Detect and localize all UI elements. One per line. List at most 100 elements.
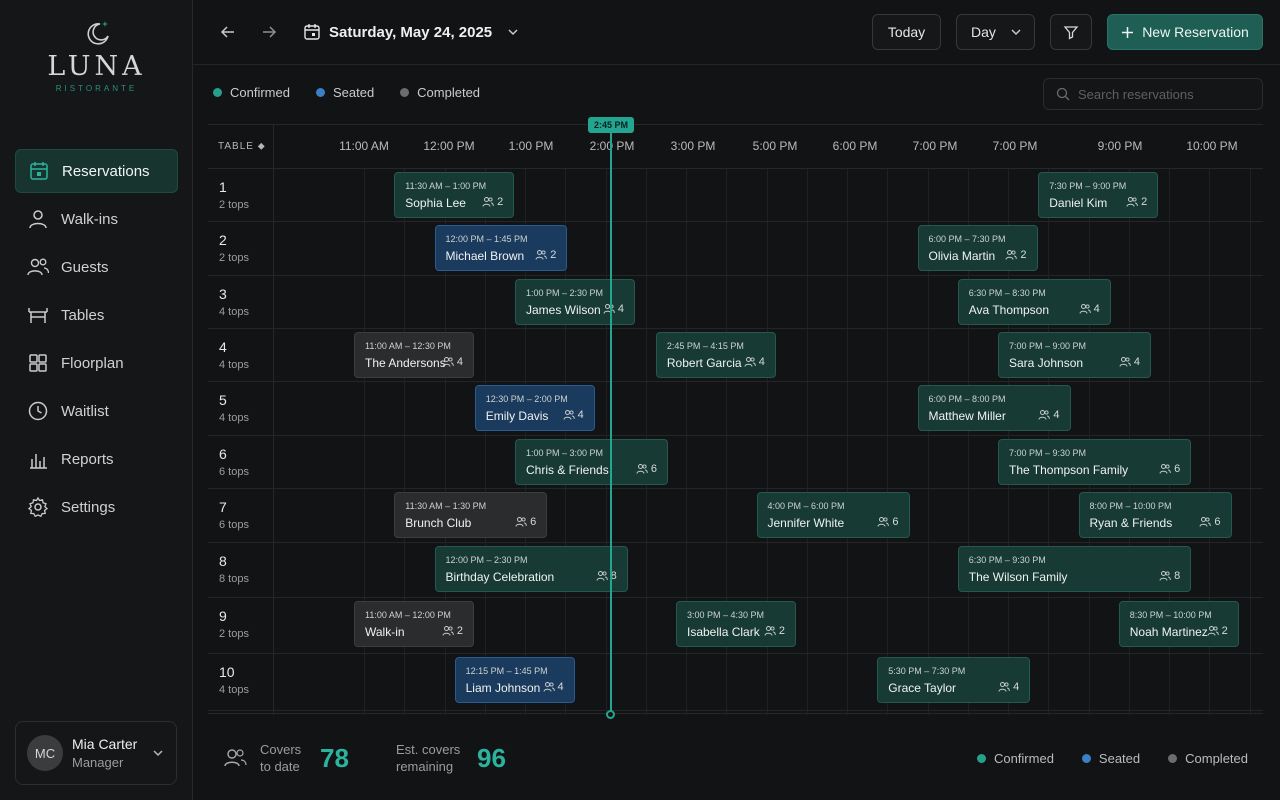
sidebar-item-settings[interactable]: Settings xyxy=(15,485,178,529)
reservation-block[interactable]: 11:00 AM – 12:00 PM Walk-in 2 xyxy=(354,601,474,647)
reservation-block[interactable]: 12:15 PM – 1:45 PM Liam Johnson 4 xyxy=(454,657,575,703)
reservation-block[interactable]: 4:00 PM – 6:00 PM Jennifer White 6 xyxy=(756,492,910,538)
reservation-block[interactable]: 1:00 PM – 3:00 PM Chris & Friends 6 xyxy=(515,439,668,485)
party-size-value: 8 xyxy=(1174,570,1181,582)
table-capacity: 4 tops xyxy=(219,412,249,424)
reservation-block[interactable]: 1:00 PM – 2:30 PM James Wilson 4 xyxy=(515,279,635,325)
reservation-block[interactable]: 2:45 PM – 4:15 PM Robert Garcia 4 xyxy=(655,332,776,378)
search-input[interactable] xyxy=(1078,86,1248,102)
reservation-timeline: TABLE ⬥ 11:00 AM 12:00 PM 1:00 PM 2:00 PM 3:… xyxy=(208,124,1263,715)
current-time-handle[interactable] xyxy=(606,710,615,719)
party-size-icon xyxy=(535,250,547,260)
timeline-gridline xyxy=(726,169,728,715)
party-size-icon xyxy=(1159,571,1171,581)
time-label: 7:00 PM xyxy=(992,139,1038,153)
table-row: 1 2 tops xyxy=(208,169,1263,222)
today-button[interactable]: Today xyxy=(872,14,941,50)
reservation-guest-name: Sophia Lee xyxy=(405,196,466,210)
reservation-party-size: 2 xyxy=(1005,249,1027,261)
reservation-block[interactable]: 7:00 PM – 9:00 PM Sara Johnson 4 xyxy=(998,332,1151,378)
party-size-value: 4 xyxy=(758,356,765,368)
filter-button[interactable] xyxy=(1050,14,1092,50)
reservation-block[interactable]: 11:30 AM – 1:30 PM Brunch Club 6 xyxy=(394,492,548,538)
reservation-party-size: 2 xyxy=(1207,625,1228,637)
confirmed-dot xyxy=(976,754,986,763)
party-size-icon xyxy=(442,626,454,636)
reservation-block[interactable]: 6:30 PM – 8:30 PM Ava Thompson 4 xyxy=(957,279,1111,325)
sidebar-item-reports[interactable]: Reports xyxy=(15,437,178,481)
reservation-block[interactable]: 3:00 PM – 4:30 PM Isabella Clark 2 xyxy=(676,601,796,647)
time-label: 7:00 PM xyxy=(912,139,958,153)
sidebar-item-waitlist[interactable]: Waitlist xyxy=(15,389,178,433)
table-row: 5 4 tops xyxy=(208,382,1263,436)
table-number: 2 xyxy=(219,232,227,248)
reservation-guest-name: Daniel Kim xyxy=(1049,196,1108,210)
table-icon xyxy=(28,308,48,323)
party-size-value: 4 xyxy=(557,681,564,693)
timeline-gridline xyxy=(1249,169,1251,715)
next-day-button[interactable] xyxy=(251,14,287,50)
reservation-block[interactable]: 12:00 PM – 2:30 PM Birthday Celebration 8 xyxy=(434,546,628,592)
sidebar-item-label: Floorplan xyxy=(61,354,124,372)
date-picker[interactable]: Saturday, May 24, 2025 xyxy=(303,14,520,50)
reservation-guest-name: Walk-in xyxy=(365,625,405,639)
party-size-icon xyxy=(596,571,608,581)
party-size-value: 2 xyxy=(1221,625,1228,637)
search-box[interactable] xyxy=(1043,78,1263,110)
sidebar-item-floorplan[interactable]: Floorplan xyxy=(15,341,178,385)
est-label-line1: Est. covers xyxy=(396,742,461,757)
reservation-time: 12:00 PM – 2:30 PM xyxy=(445,555,528,565)
reservation-block[interactable]: 8:30 PM – 10:00 PM Noah Martinez 2 xyxy=(1118,601,1239,647)
table-row: 8 8 tops xyxy=(208,543,1263,598)
user-menu[interactable]: MC Mia Carter Manager xyxy=(15,721,177,785)
sidebar-item-walk-ins[interactable]: Walk-ins xyxy=(15,197,178,241)
sidebar-item-label: Guests xyxy=(61,258,109,276)
reservation-block[interactable]: 11:00 AM – 12:30 PM The Andersons 4 xyxy=(354,332,474,378)
previous-day-button[interactable] xyxy=(210,14,246,50)
reservation-guest-name: Ava Thompson xyxy=(968,303,1050,317)
reservation-block[interactable]: 7:30 PM – 9:00 PM Daniel Kim 2 xyxy=(1038,172,1159,218)
view-label: Day xyxy=(971,24,996,40)
table-capacity: 2 tops xyxy=(219,252,249,264)
reservation-party-size: 2 xyxy=(482,196,503,208)
timeline-gridline xyxy=(847,169,848,715)
party-size-value: 4 xyxy=(577,409,584,421)
reservation-block[interactable]: 12:30 PM – 2:00 PM Emily Davis 4 xyxy=(474,385,595,431)
reservation-time: 7:30 PM – 9:00 PM xyxy=(1049,181,1127,191)
user-name: Mia Carter xyxy=(72,736,138,752)
reservation-block[interactable]: 6:30 PM – 9:30 PM The Wilson Family 8 xyxy=(957,546,1192,592)
time-label: 1:00 PM xyxy=(508,139,554,153)
reservation-guest-name: Ryan & Friends xyxy=(1089,516,1173,530)
users-icon xyxy=(27,258,49,276)
party-size-value: 2 xyxy=(456,625,463,637)
arrow-left-icon xyxy=(220,26,234,38)
footer-legend-confirmed: Confirmed xyxy=(976,751,1054,766)
reservation-block[interactable]: 5:30 PM – 7:30 PM Grace Taylor 4 xyxy=(877,657,1031,703)
reservation-block[interactable]: 12:00 PM – 1:45 PM Michael Brown 2 xyxy=(434,225,568,271)
reservation-block[interactable]: 7:00 PM – 9:30 PM The Thompson Family 6 xyxy=(998,439,1192,485)
table-number: 7 xyxy=(219,499,227,515)
sidebar-item-reservations[interactable]: Reservations xyxy=(15,149,178,193)
party-size-value: 8 xyxy=(610,570,617,582)
table-column-header[interactable]: TABLE ⬥ xyxy=(218,141,266,152)
view-select[interactable]: Day xyxy=(956,14,1035,50)
sidebar-item-guests[interactable]: Guests xyxy=(15,245,178,289)
reservation-party-size: 4 xyxy=(563,409,584,421)
reservation-block[interactable]: 6:00 PM – 8:00 PM Matthew Miller 4 xyxy=(917,385,1071,431)
filter-icon xyxy=(1063,26,1079,40)
reservation-guest-name: Birthday Celebration xyxy=(445,570,555,584)
avatar: MC xyxy=(27,735,63,771)
reservation-party-size: 4 xyxy=(1119,356,1140,368)
reservation-block[interactable]: 11:30 AM – 1:00 PM Sophia Lee 2 xyxy=(394,172,515,218)
table-row: 7 6 tops xyxy=(208,489,1263,543)
reservation-time: 7:00 PM – 9:00 PM xyxy=(1009,341,1087,351)
est-label-line2: remaining xyxy=(396,759,454,774)
status-legend: Confirmed Seated Completed xyxy=(213,85,480,100)
reservation-block[interactable]: 8:00 PM – 10:00 PM Ryan & Friends 6 xyxy=(1078,492,1232,538)
sidebar-item-tables[interactable]: Tables xyxy=(15,293,178,337)
reservation-block[interactable]: 6:00 PM – 7:30 PM Olivia Martin 2 xyxy=(917,225,1038,271)
new-reservation-button[interactable]: New Reservation xyxy=(1107,14,1263,50)
table-capacity: 6 tops xyxy=(219,519,249,531)
brand-logo[interactable]: LUNA RISTORANTE xyxy=(0,18,193,93)
reservation-time: 4:00 PM – 6:00 PM xyxy=(767,501,845,511)
